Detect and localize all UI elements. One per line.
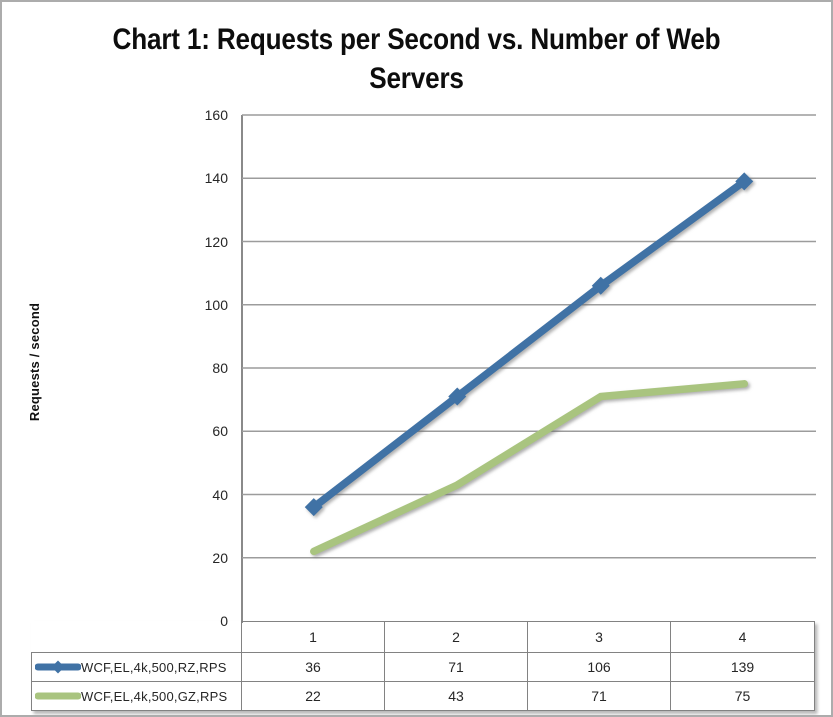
plot-area [242,114,816,559]
value-cell: 36 [241,652,385,682]
value-cell: 75 [670,681,815,711]
y-tick-label: 40 [212,486,228,503]
y-tick-label: 100 [204,296,228,313]
data-table: 1 2 3 4 WCF,EL,4k,500,RZ,RPS 36 71 106 139 WCF,EL… [31,621,815,711]
legend-key-icon [35,660,81,674]
series-1 [310,380,749,556]
y-axis-ticks: 0 20 40 60 80 100 120 140 160 [2,107,228,629]
series-line-0 [310,177,749,511]
table-corner-cell [32,622,242,653]
y-tick-label: 80 [212,360,228,376]
data-point-marker [304,498,323,517]
value-cell: 71 [384,652,528,682]
y-tick-label: 120 [204,233,228,250]
value-cell: 22 [241,681,385,711]
chart-title-line-2: Servers [369,62,464,95]
chart-title: Chart 1: Requests per Second vs. Number … [56,20,777,98]
series-line-1 [310,380,749,556]
data-point-marker [448,387,467,406]
legend-label: WCF,EL,4k,500,GZ,RPS [81,688,228,704]
legend-cell: WCF,EL,4k,500,RZ,RPS [31,652,242,682]
legend-cell: WCF,EL,4k,500,GZ,RPS [31,681,242,711]
x-category-cell: 3 [527,621,671,653]
legend-key-icon [35,692,81,700]
data-point-marker [735,172,754,191]
table-series-row-1: WCF,EL,4k,500,GZ,RPS 22 43 71 75 [31,681,815,711]
value-cell: 106 [527,652,671,682]
chart-title-line-1: Chart 1: Requests per Second vs. Number … [112,23,721,56]
y-tick-label: 140 [204,170,228,187]
value-cell: 139 [670,652,815,682]
y-tick-label: 0 [220,613,228,629]
x-category-cell: 4 [670,621,815,653]
legend-label: WCF,EL,4k,500,RZ,RPS [81,659,227,675]
table-series-row-0: WCF,EL,4k,500,RZ,RPS 36 71 106 139 [31,652,815,682]
data-point-marker [591,276,610,295]
value-cell: 71 [527,681,671,711]
x-category-cell: 1 [241,621,385,653]
y-tick-label: 60 [212,423,228,440]
x-category-cell: 2 [384,621,528,653]
series-0 [304,172,754,517]
y-axis-line [241,115,243,623]
value-cell: 43 [384,681,528,711]
y-tick-label: 20 [212,549,228,566]
y-tick-label: 160 [204,107,228,123]
